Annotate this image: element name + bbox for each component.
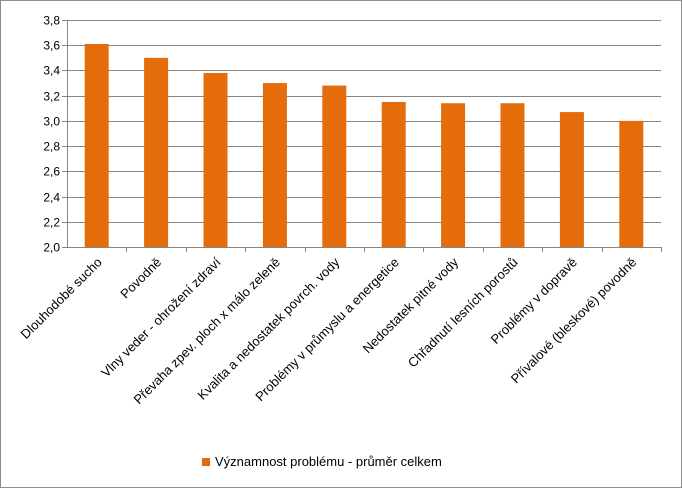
bar [619,120,644,247]
y-tick-label: 3,8 [43,14,60,28]
y-tick-label: 3,0 [43,115,60,129]
bar [559,112,584,247]
x-category-label: Vlny veder - ohrožení zdraví [98,254,224,380]
axes [62,20,662,252]
y-tick-label: 2,0 [43,241,60,255]
bars [84,43,644,248]
bar [203,72,228,247]
x-category-label: Dlouhodobé sucho [18,255,105,342]
y-tick-label: 2,4 [43,191,60,205]
x-category-label: Přívalové (bleskové) povodně [508,255,640,387]
y-tick-label: 2,6 [43,165,60,179]
y-tick-label: 2,2 [43,216,60,230]
y-tick-label: 3,6 [43,39,60,53]
y-tick-label: 3,4 [43,64,60,78]
x-category-label: Povodně [117,255,164,302]
bar [262,83,287,247]
legend-label: Významnost problému - průměr celkem [215,454,442,469]
x-category-label: Chřadnutí lesních porostů [405,255,521,371]
bar [84,43,109,247]
legend-swatch [202,457,210,466]
y-tick-label: 3,2 [43,90,60,104]
y-tick-labels: 2,0 2,2 2,4 2,6 2,8 3,0 3,2 3,4 3,6 3,8 [43,14,60,255]
bar [500,103,525,247]
bar [441,103,466,247]
bar [144,57,169,248]
bar [322,85,347,247]
legend: Významnost problému - průměr celkem [202,454,442,469]
bar [381,101,406,247]
y-tick-label: 2,8 [43,140,60,154]
